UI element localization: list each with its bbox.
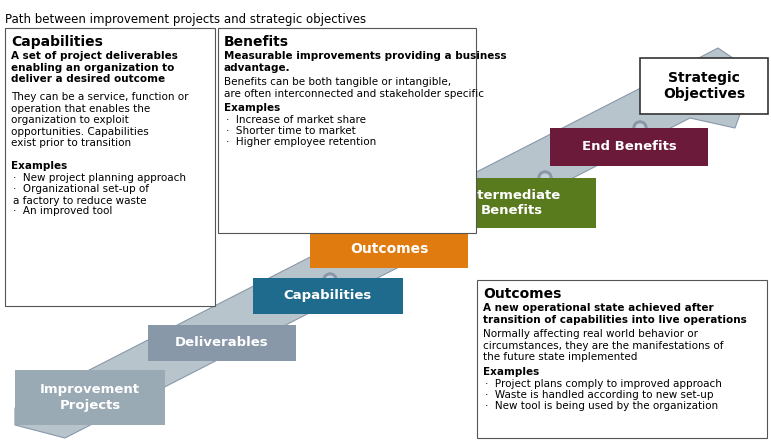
Text: Examples: Examples — [11, 161, 67, 171]
Text: ·  New project planning approach: · New project planning approach — [13, 173, 186, 183]
FancyBboxPatch shape — [310, 230, 468, 268]
Text: ·  Higher employee retention: · Higher employee retention — [226, 137, 376, 147]
Text: Deliverables: Deliverables — [175, 337, 269, 349]
Circle shape — [423, 225, 437, 239]
FancyBboxPatch shape — [218, 28, 476, 233]
Text: ·  An improved tool: · An improved tool — [13, 206, 113, 216]
Text: ·  Shorter time to market: · Shorter time to market — [226, 126, 355, 136]
Circle shape — [633, 121, 647, 135]
Circle shape — [538, 171, 552, 185]
Text: Improvement
Projects: Improvement Projects — [40, 383, 140, 412]
Text: ·  New tool is being used by the organization: · New tool is being used by the organiza… — [485, 401, 718, 411]
FancyBboxPatch shape — [253, 278, 403, 314]
Text: A set of project deliverables
enabling an organization to
deliver a desired outc: A set of project deliverables enabling a… — [11, 51, 178, 84]
Circle shape — [221, 331, 229, 339]
Circle shape — [101, 386, 109, 394]
Circle shape — [426, 228, 434, 236]
FancyBboxPatch shape — [15, 370, 165, 425]
FancyBboxPatch shape — [5, 28, 215, 306]
Text: They can be a service, function or
operation that enables the
organization to ex: They can be a service, function or opera… — [11, 92, 188, 148]
Text: End Benefits: End Benefits — [581, 140, 676, 154]
Circle shape — [541, 174, 549, 182]
Text: Benefits: Benefits — [224, 35, 289, 49]
Text: ·  Organizational set-up of
a factory to reduce waste: · Organizational set-up of a factory to … — [13, 184, 149, 205]
Text: Examples: Examples — [224, 103, 280, 113]
Text: Path between improvement projects and strategic objectives: Path between improvement projects and st… — [5, 13, 366, 26]
Text: Normally affecting real world behavior or
circumstances, they are the manifestat: Normally affecting real world behavior o… — [483, 329, 723, 362]
Text: Strategic
Objectives: Strategic Objectives — [663, 71, 745, 101]
Text: ·  Increase of market share: · Increase of market share — [226, 115, 366, 125]
Circle shape — [326, 276, 334, 284]
Text: A new operational state achieved after
transition of capabilities into live oper: A new operational state achieved after t… — [483, 303, 747, 325]
FancyBboxPatch shape — [148, 325, 296, 361]
Text: Capabilities: Capabilities — [284, 290, 372, 302]
FancyBboxPatch shape — [428, 178, 596, 228]
Circle shape — [98, 383, 112, 397]
Text: Examples: Examples — [483, 367, 539, 377]
Text: Outcomes: Outcomes — [483, 287, 561, 301]
FancyBboxPatch shape — [477, 280, 767, 438]
Text: Benefits can be both tangible or intangible,
are often interconnected and stakeh: Benefits can be both tangible or intangi… — [224, 77, 484, 99]
Text: Intermediate
Benefits: Intermediate Benefits — [463, 189, 561, 217]
FancyBboxPatch shape — [550, 128, 708, 166]
Circle shape — [323, 273, 337, 287]
Text: ·  Project plans comply to improved approach: · Project plans comply to improved appro… — [485, 379, 722, 389]
Text: Measurable improvements providing a business
advantage.: Measurable improvements providing a busi… — [224, 51, 507, 73]
Circle shape — [636, 124, 644, 132]
FancyBboxPatch shape — [640, 58, 768, 114]
Text: ·  Waste is handled according to new set-up: · Waste is handled according to new set-… — [485, 390, 713, 400]
Circle shape — [218, 328, 232, 342]
Text: Outcomes: Outcomes — [350, 242, 428, 256]
Polygon shape — [15, 48, 755, 438]
Text: Capabilities: Capabilities — [11, 35, 103, 49]
